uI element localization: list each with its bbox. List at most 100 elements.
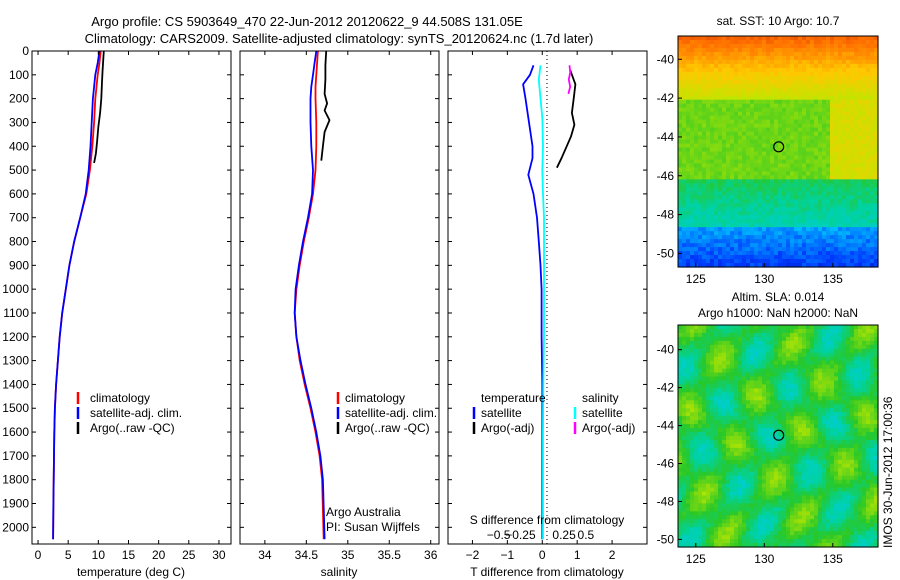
heatmap-cell [858, 39, 863, 45]
heatmap-cell [726, 83, 731, 89]
heatmap-cell [798, 107, 803, 113]
heatmap-cell [742, 239, 747, 244]
heatmap-cell [702, 384, 707, 390]
heatmap-cell [794, 451, 799, 457]
heatmap-cell [874, 55, 879, 61]
heatmap-cell [786, 263, 791, 268]
heatmap-cell [750, 199, 755, 204]
heatmap-cell [686, 131, 691, 137]
heatmap-cell [806, 119, 811, 125]
heatmap-cell [834, 336, 839, 342]
heatmap-cell [754, 416, 759, 421]
heatmap-cell [854, 119, 859, 125]
heatmap-cell [734, 67, 739, 73]
heatmap-cell [758, 55, 763, 61]
heatmap-cell [830, 336, 835, 342]
heatmap-cell [810, 75, 815, 81]
heatmap-cell [850, 67, 855, 73]
heatmap-cell [718, 332, 723, 338]
heatmap-cell [686, 392, 691, 397]
heatmap-cell [782, 115, 787, 121]
heatmap-cell [842, 408, 847, 413]
heatmap-cell [854, 147, 859, 153]
heatmap-cell [782, 396, 787, 401]
heatmap-cell [830, 463, 835, 469]
heatmap-cell [786, 99, 791, 105]
heatmap-cell [866, 340, 871, 346]
heatmap-cell [778, 340, 783, 346]
heatmap-cell [694, 95, 699, 101]
heatmap-cell [758, 396, 763, 401]
x-tick-label: 15 [122, 548, 136, 562]
heatmap-cell [754, 211, 759, 216]
heatmap-cell [846, 455, 851, 461]
heatmap-cell [682, 36, 687, 41]
heatmap-cell [874, 83, 879, 89]
heatmap-cell [690, 384, 695, 390]
heatmap-cell [822, 79, 827, 85]
heatmap-cell [862, 155, 867, 161]
heatmap-cell [794, 143, 799, 149]
heatmap-cell [774, 183, 779, 188]
heatmap-cell [698, 211, 703, 216]
heatmap-cell [862, 111, 867, 117]
heatmap-cell [706, 36, 711, 41]
heatmap-cell [738, 231, 743, 236]
heatmap-cell [790, 432, 795, 437]
heatmap-cell [714, 231, 719, 236]
heatmap-cell [778, 408, 783, 413]
heatmap-cell [834, 400, 839, 405]
heatmap-cell [806, 416, 811, 421]
heatmap-cell [854, 95, 859, 101]
heatmap-cell [794, 203, 799, 208]
heatmap-cell [778, 111, 783, 117]
heatmap-cell [866, 372, 871, 378]
heatmap-cell [718, 147, 723, 153]
heatmap-cell [802, 344, 807, 350]
heatmap-cell [850, 211, 855, 216]
legend-label-t-argo: Argo(-adj) [481, 421, 534, 435]
y-tick-label: 1900 [2, 497, 29, 511]
heatmap-cell [702, 79, 707, 85]
heatmap-cell [702, 467, 707, 473]
heatmap-cell [870, 187, 875, 192]
heatmap-cell [686, 332, 691, 338]
heatmap-cell [782, 171, 787, 176]
heatmap-cell [714, 420, 719, 425]
heatmap-cell [810, 147, 815, 153]
heatmap-cell [814, 439, 819, 445]
heatmap-cell [802, 87, 807, 93]
heatmap-cell [682, 443, 687, 449]
heatmap-cell [862, 247, 867, 252]
heatmap-cell [698, 412, 703, 417]
heatmap-cell [678, 143, 683, 149]
heatmap-cell [842, 87, 847, 93]
heatmap-cell [734, 231, 739, 236]
heatmap-cell [718, 368, 723, 374]
heatmap-cell [842, 203, 847, 208]
heatmap-cell [710, 344, 715, 350]
heatmap-cell [790, 259, 795, 264]
heatmap-cell [814, 163, 819, 169]
heatmap-cell [702, 251, 707, 256]
heatmap-cell [746, 392, 751, 397]
heatmap-cell [730, 251, 735, 256]
heatmap-cell [758, 195, 763, 200]
heatmap-cell [706, 412, 711, 417]
heatmap-cell [678, 239, 683, 244]
heatmap-cell [742, 463, 747, 469]
heatmap-cell [786, 412, 791, 417]
heatmap-cell [826, 376, 831, 382]
heatmap-cell [830, 87, 835, 93]
heatmap-cell [810, 459, 815, 465]
heatmap-cell [874, 87, 879, 93]
heatmap-cell [834, 263, 839, 268]
heatmap-cell [742, 412, 747, 417]
heatmap-cell [874, 91, 879, 97]
heatmap-cell [750, 107, 755, 113]
heatmap-cell [694, 51, 699, 57]
heatmap-cell [814, 183, 819, 188]
heatmap-cell [822, 251, 827, 256]
heatmap-cell [722, 39, 727, 45]
heatmap-cell [874, 135, 879, 141]
